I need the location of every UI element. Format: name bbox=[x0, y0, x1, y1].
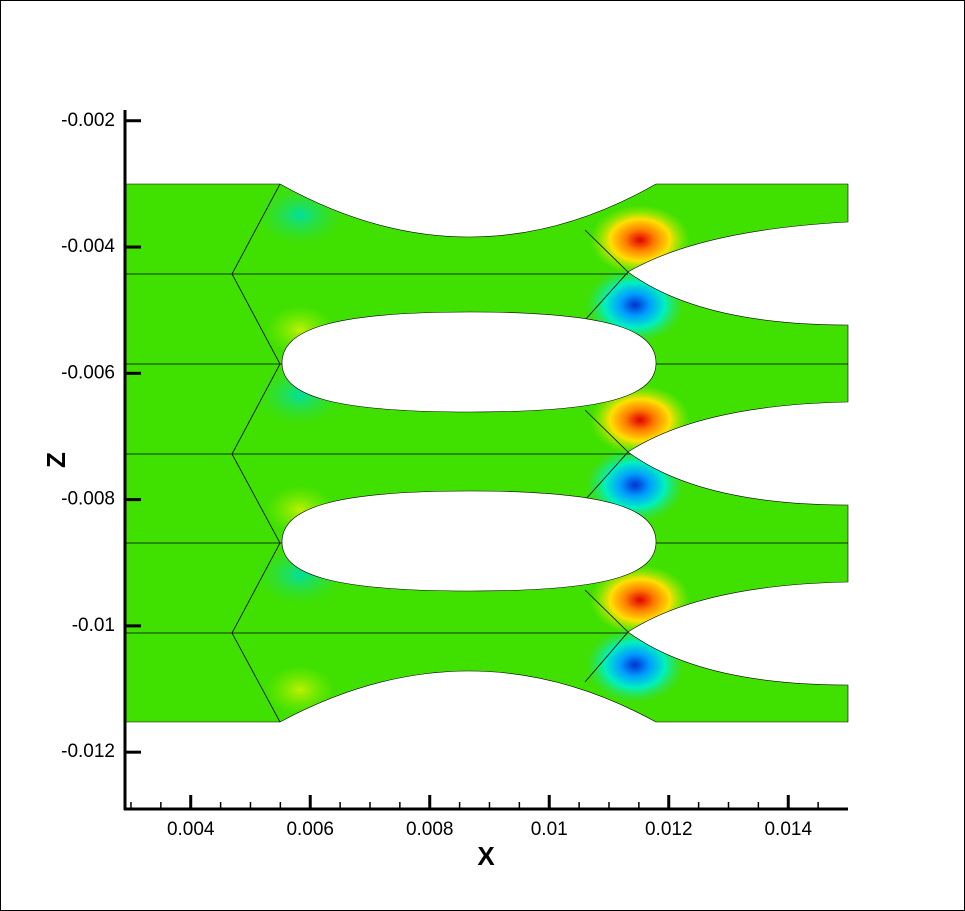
y-tick-label: -0.012 bbox=[61, 741, 115, 762]
y-tick-label: -0.006 bbox=[61, 362, 115, 383]
x-tick-label: 0.006 bbox=[286, 819, 334, 840]
y-tick-label: -0.002 bbox=[61, 110, 115, 131]
domain-outline bbox=[124, 183, 849, 723]
y-tick-label: -0.01 bbox=[72, 615, 115, 636]
x-tick-label: 0.012 bbox=[645, 819, 693, 840]
x-tick-label: 0.014 bbox=[764, 819, 812, 840]
y-axis-title: Z bbox=[41, 452, 71, 468]
y-tick-label: -0.008 bbox=[61, 489, 115, 510]
x-tick-label: 0.008 bbox=[406, 819, 454, 840]
x-axis-title: X bbox=[477, 841, 495, 871]
x-tick-label: 0.01 bbox=[531, 819, 568, 840]
y-tick-label: -0.004 bbox=[61, 236, 115, 257]
x-tick-label: 0.004 bbox=[167, 819, 215, 840]
contour-field bbox=[125, 184, 848, 722]
